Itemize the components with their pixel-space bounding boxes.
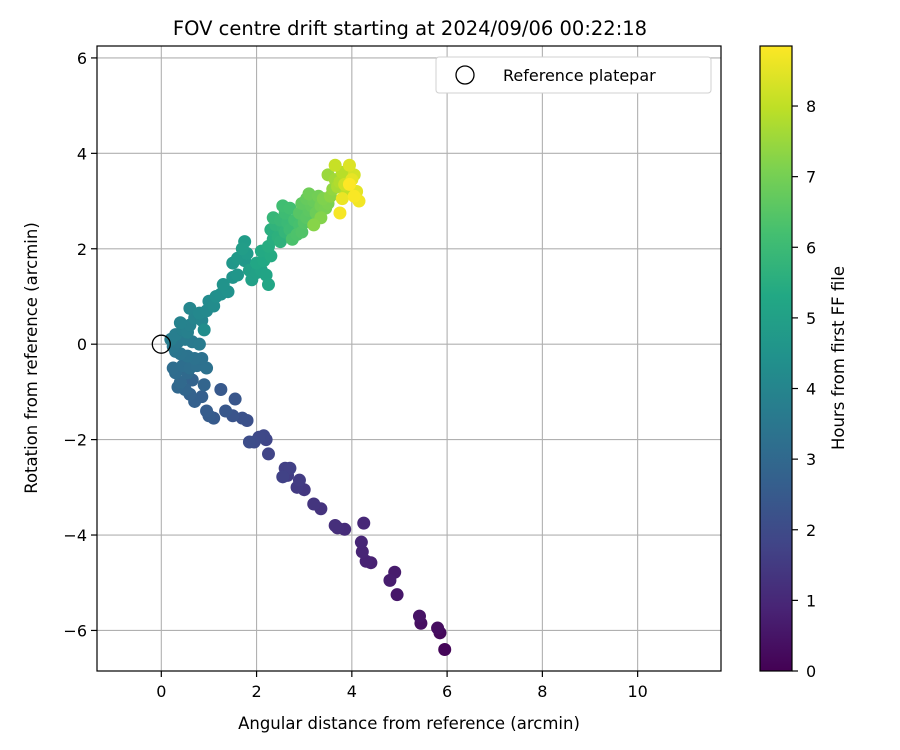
data-point <box>235 242 249 256</box>
data-point <box>261 447 275 461</box>
plot-frame <box>96 45 722 672</box>
y-tick-label: −2 <box>63 431 87 450</box>
colorbar-tick-label: 6 <box>806 238 816 257</box>
legend-label: Reference platepar <box>503 66 656 85</box>
data-point <box>219 404 233 418</box>
data-point <box>412 609 426 623</box>
colorbar-tick-label: 3 <box>806 450 816 469</box>
data-point <box>192 337 206 351</box>
colorbar-tick-label: 1 <box>806 591 816 610</box>
colorbar-tick-label: 2 <box>806 521 816 540</box>
data-point <box>333 206 347 220</box>
data-point <box>214 383 228 397</box>
colorbar-tick-label: 0 <box>806 662 816 681</box>
data-point <box>438 643 452 657</box>
x-axis-label: Angular distance from reference (arcmin) <box>238 714 580 733</box>
y-tick-label: −6 <box>63 621 87 640</box>
data-point <box>197 323 211 337</box>
data-point <box>307 497 321 511</box>
data-point <box>328 158 342 172</box>
data-point <box>292 473 306 487</box>
data-point <box>342 158 356 172</box>
reference-platepar-marker <box>151 334 171 354</box>
legend: Reference platepar <box>435 56 712 94</box>
data-point <box>357 516 371 530</box>
y-axis-ticks: −6 −4 −2 0 2 4 6 <box>63 49 97 640</box>
data-point <box>390 588 404 602</box>
y-tick-label: 0 <box>77 335 87 354</box>
y-tick-label: −4 <box>63 526 87 545</box>
y-axis-label: Rotation from reference (arcmin) <box>22 222 41 494</box>
data-point <box>231 268 245 282</box>
data-point <box>328 518 342 532</box>
data-point <box>173 316 187 330</box>
x-tick-label: 10 <box>627 682 647 701</box>
colorbar: 0 1 2 3 4 5 6 7 8 Hours from first FF file <box>759 45 848 681</box>
data-point <box>354 535 368 549</box>
data-point <box>347 189 361 203</box>
data-point <box>342 177 356 191</box>
data-point <box>283 461 297 475</box>
x-axis-ticks: 0 2 4 6 8 10 <box>156 671 648 701</box>
data-point <box>197 378 211 392</box>
colorbar-label: Hours from first FF file <box>829 266 848 450</box>
chart-title: FOV centre drift starting at 2024/09/06 … <box>173 17 647 40</box>
colorbar-tick-label: 5 <box>806 309 816 328</box>
data-point <box>242 435 256 449</box>
data-point <box>307 218 321 232</box>
y-tick-label: 6 <box>77 49 87 68</box>
data-point <box>216 278 230 292</box>
colorbar-tick-label: 8 <box>806 97 816 116</box>
data-point <box>261 278 275 292</box>
data-point <box>335 192 349 206</box>
colorbar-tick-label: 7 <box>806 168 816 187</box>
colorbar-ticks: 0 1 2 3 4 5 6 7 8 <box>792 97 816 681</box>
data-point <box>431 621 445 635</box>
data-point <box>383 573 397 587</box>
colorbar-tick-label: 4 <box>806 380 816 399</box>
x-tick-label: 4 <box>347 682 357 701</box>
y-tick-label: 4 <box>77 144 87 163</box>
colorbar-gradient <box>759 45 793 672</box>
x-tick-label: 2 <box>251 682 261 701</box>
data-points <box>164 158 452 657</box>
data-point <box>228 392 242 406</box>
x-tick-label: 8 <box>537 682 547 701</box>
legend-box <box>435 56 712 94</box>
data-point <box>355 545 369 559</box>
x-tick-label: 0 <box>156 682 166 701</box>
legend-marker-icon <box>455 65 475 85</box>
y-tick-label: 2 <box>77 240 87 259</box>
x-tick-label: 6 <box>442 682 452 701</box>
data-point <box>200 404 214 418</box>
data-point <box>276 470 290 484</box>
